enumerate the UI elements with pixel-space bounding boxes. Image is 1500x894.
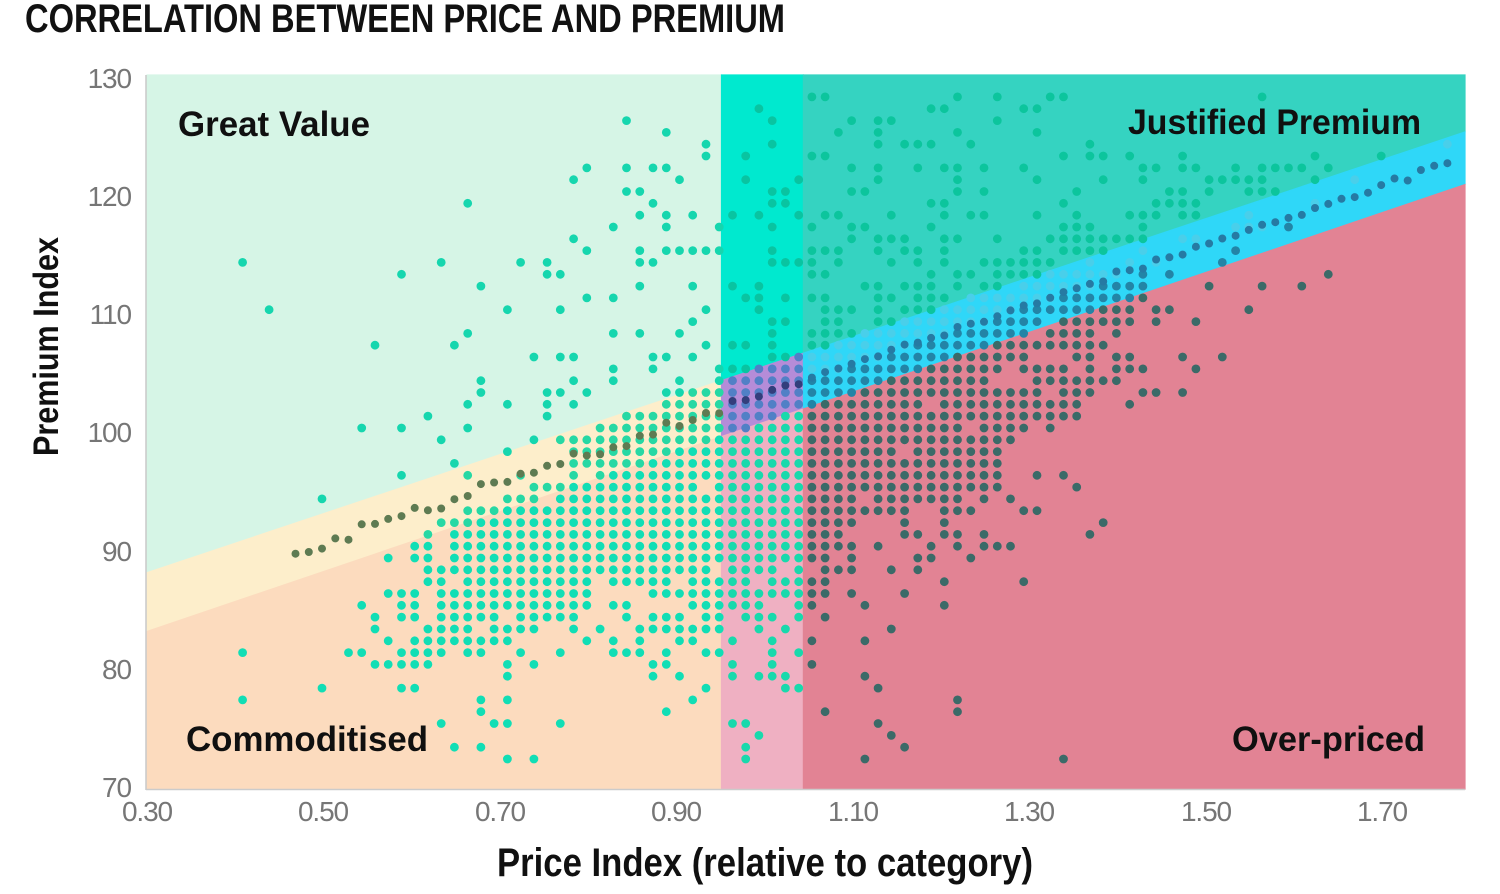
svg-text:70: 70 <box>102 772 131 803</box>
svg-text:Commoditised: Commoditised <box>186 720 428 759</box>
svg-text:130: 130 <box>88 63 132 94</box>
svg-text:1.10: 1.10 <box>828 796 879 827</box>
svg-text:110: 110 <box>90 299 132 330</box>
svg-text:1.70: 1.70 <box>1357 796 1408 827</box>
svg-text:120: 120 <box>88 181 132 212</box>
svg-text:CORRELATION BETWEEN PRICE AND: CORRELATION BETWEEN PRICE AND PREMIUM <box>25 0 785 41</box>
svg-text:Justified Premium: Justified Premium <box>1128 103 1421 142</box>
svg-text:100: 100 <box>88 417 132 448</box>
svg-text:0.30: 0.30 <box>122 796 173 827</box>
svg-text:Over-priced: Over-priced <box>1232 720 1425 759</box>
svg-text:80: 80 <box>102 654 131 685</box>
svg-text:1.50: 1.50 <box>1181 796 1232 827</box>
svg-text:0.90: 0.90 <box>651 796 702 827</box>
svg-text:1.30: 1.30 <box>1004 796 1055 827</box>
svg-text:0.70: 0.70 <box>475 796 526 827</box>
svg-text:Great Value: Great Value <box>178 105 370 144</box>
svg-text:0.50: 0.50 <box>298 796 349 827</box>
svg-text:90: 90 <box>102 536 131 567</box>
svg-text:Premium Index: Premium Index <box>27 237 66 456</box>
svg-text:Price Index (relative to categ: Price Index (relative to category) <box>497 841 1033 885</box>
